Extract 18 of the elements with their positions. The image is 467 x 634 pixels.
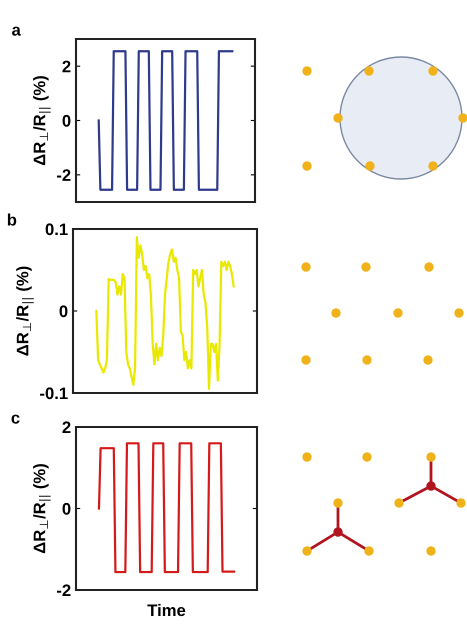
y-tick-label: -2 [56,169,70,181]
line-series [98,442,236,574]
y-tick-label: -0.1 [40,387,68,400]
y-tick-label: 0 [60,305,68,318]
chart-title: c [11,414,20,424]
y-axis-title: ΔR$_{⊥}$/R$_{||}$ (%) [33,76,51,166]
x-axis-title: Time [147,604,186,616]
y-tick-label: 0.1 [46,223,68,236]
y-tick-label: -2 [56,584,70,596]
chart-title: a [12,26,21,36]
y-axis-title: ΔR$_{⊥}$/R$_{||}$ (%) [33,464,51,554]
y-tick-label: 2 [62,421,70,434]
y-tick-label: 0 [62,502,70,515]
y-axis-title: ΔR$_{⊥}$/R$_{||}$ (%) [16,266,34,356]
chart-title: b [8,213,16,226]
line-series [95,236,235,390]
y-tick-label: 2 [62,60,70,72]
y-tick-label: 0 [62,114,70,127]
